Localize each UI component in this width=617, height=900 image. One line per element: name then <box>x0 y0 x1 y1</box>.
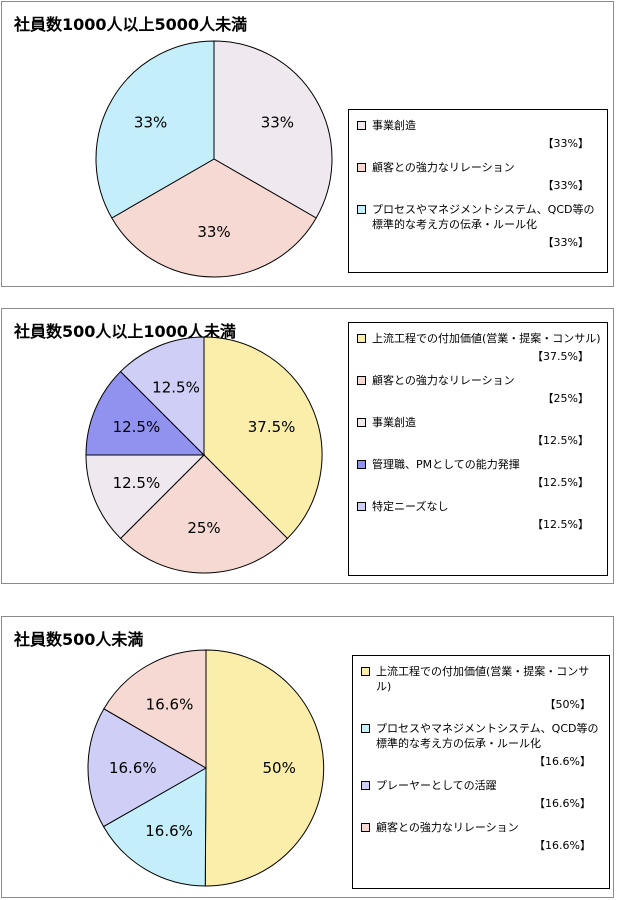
legend-label: プロセスやマネジメントシステム、QCD等の標準的な考え方の伝承・ルール化 <box>376 722 599 750</box>
legend-swatch <box>357 121 366 130</box>
legend-label: プロセスやマネジメントシステム、QCD等の標準的な考え方の伝承・ルール化 <box>372 203 595 231</box>
legend-item: プレーヤーとしての活躍【16.6%】 <box>361 778 603 811</box>
slice-data-label: 16.6% <box>109 759 157 777</box>
legend-value: 【12.5%】 <box>532 476 589 489</box>
legend-value: 【37.5%】 <box>532 350 589 363</box>
legend-value: 【16.6%】 <box>534 839 591 852</box>
legend-label: 管理職、PMとしての能力発揮 <box>372 458 520 471</box>
pie-slice <box>95 40 215 219</box>
legend-swatch <box>357 502 366 511</box>
pie-slice <box>119 454 289 574</box>
chart-title: 社員数1000人以上5000人未満 <box>14 15 248 34</box>
legend-swatch <box>357 205 366 214</box>
legend-item: 事業創造【33%】 <box>357 118 601 151</box>
legend-label: 顧客との強力なリレーション <box>372 374 515 387</box>
legend-swatch <box>357 376 366 385</box>
pie-slice <box>85 454 206 540</box>
slice-data-label: 16.6% <box>146 696 194 714</box>
legend-swatch <box>357 163 366 172</box>
legend-item: 上流工程での付加価値(営業・提案・コンサル) 【37.5%】 <box>357 331 601 364</box>
legend-swatch <box>361 724 370 733</box>
legend-item: 管理職、PMとしての能力発揮 【12.5%】 <box>357 457 601 490</box>
pie-slice <box>85 370 206 456</box>
legend-label: 顧客との強力なリレーション <box>372 161 515 174</box>
legend-value: 【12.5%】 <box>532 434 589 447</box>
legend-value: 【16.6%】 <box>534 797 591 810</box>
legend-label: 特定ニーズなし <box>372 500 449 513</box>
legend: 上流工程での付加価値(営業・提案・コンサル) 【50%】プロセスやマネジメントシス… <box>352 655 610 889</box>
legend: 上流工程での付加価値(営業・提案・コンサル) 【37.5%】顧客との強力なリレーシ… <box>348 322 608 576</box>
legend-item: 上流工程での付加価値(営業・提案・コンサル) 【50%】 <box>361 664 603 712</box>
legend-label: プレーヤーとしての活躍 <box>376 779 497 792</box>
chart-panel-2: 社員数500人以上1000人未満 37.5% 25% 12.5% 12.5% 12.5%… <box>1 308 614 584</box>
legend-label: 事業創造 <box>372 119 416 132</box>
legend: 事業創造 【33%】 顧客との強力なリレーション 【33%】 プロセスやマネジメントシス… <box>348 109 608 273</box>
legend-value: 【25%】 <box>542 392 589 405</box>
slice-data-label: 50% <box>263 759 296 777</box>
slice-data-label: 12.5% <box>152 378 200 396</box>
legend-item: 事業創造【12.5%】 <box>357 415 601 448</box>
pie-chart: 37.5% 25% 12.5% 12.5% 12.5% <box>85 336 323 574</box>
slice-data-label: 16.6% <box>145 822 193 840</box>
legend-label: 事業創造 <box>372 416 416 429</box>
legend-value: 【12.5%】 <box>532 518 589 531</box>
legend-swatch <box>357 334 366 343</box>
pie-slice <box>102 767 207 887</box>
slice-data-label: 33% <box>197 223 230 241</box>
slice-data-label: 12.5% <box>113 474 161 492</box>
pie-chart: 50% 16.6% 16.6% 16.6% <box>87 649 325 887</box>
legend-label: 顧客との強力なリレーション <box>376 821 519 834</box>
pie-slice <box>111 158 317 278</box>
legend-item: 顧客との強力なリレーション【33%】 <box>357 160 601 193</box>
legend-label: 上流工程での付加価値(営業・提案・コンサル) <box>376 665 590 693</box>
legend-item: プロセスやマネジメントシステム、QCD等の標準的な考え方の伝承・ルール化【16.… <box>361 721 603 769</box>
pie-slice <box>119 336 205 457</box>
pie-slice <box>103 649 207 769</box>
legend-value: 【33%】 <box>542 137 589 150</box>
chart-title: 社員数500人未満 <box>14 630 144 649</box>
slice-data-label: 12.5% <box>113 418 161 436</box>
legend-swatch <box>361 823 370 832</box>
legend-item: 顧客との強力なリレーション【25%】 <box>357 373 601 406</box>
slice-data-label: 33% <box>261 113 294 131</box>
legend-swatch <box>357 418 366 427</box>
legend-value: 【50%】 <box>544 698 591 711</box>
slice-data-label: 33% <box>134 113 167 131</box>
legend-swatch <box>357 460 366 469</box>
pie-slice <box>87 708 208 828</box>
legend-item: 特定ニーズなし【12.5%】 <box>357 499 601 532</box>
legend-label: 上流工程での付加価値(営業・提案・コンサル) <box>372 332 601 345</box>
chart-panel-1: 社員数1000人以上5000人未満 33% 33% 33% 事業創造 【33%】 顧客と… <box>1 1 614 287</box>
chart-title: 社員数500人以上1000人未満 <box>14 322 236 341</box>
pie-slice <box>213 40 333 219</box>
pie-chart: 33% 33% 33% <box>95 40 333 278</box>
legend-item: プロセスやマネジメントシステム、QCD等の標準的な考え方の伝承・ルール化【33%… <box>357 202 601 250</box>
legend-item: 顧客との強力なリレーション【16.6%】 <box>361 820 603 853</box>
pie-slice <box>203 336 323 540</box>
slice-data-label: 25% <box>187 519 220 537</box>
legend-swatch <box>361 667 370 676</box>
legend-value: 【33%】 <box>542 236 589 249</box>
chart-panel-3: 社員数500人未満 50% 16.6% 16.6% 16.6% 上流工程での付加価値(… <box>1 616 614 898</box>
legend-value: 【16.6%】 <box>534 755 591 768</box>
pie-slice <box>204 649 325 887</box>
legend-swatch <box>361 781 370 790</box>
slice-data-label: 37.5% <box>248 418 296 436</box>
legend-value: 【33%】 <box>542 179 589 192</box>
